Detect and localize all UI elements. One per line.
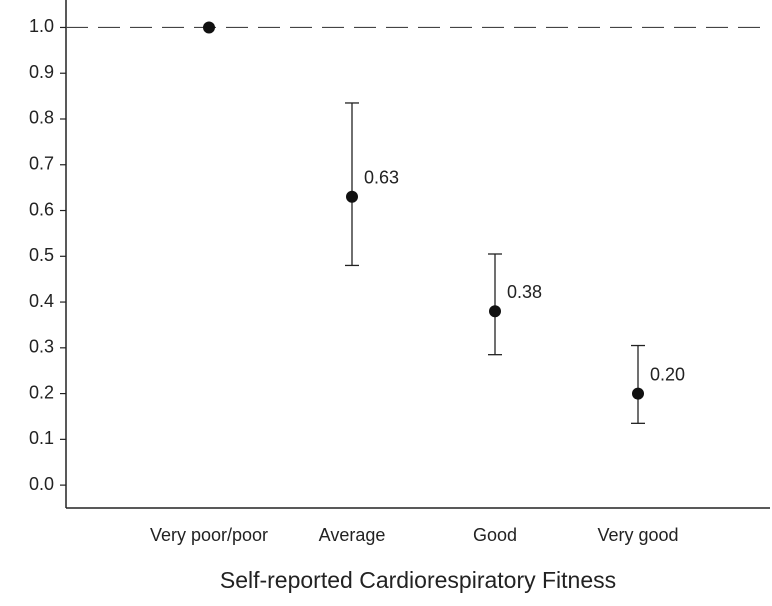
point [346,190,358,203]
x-tick-label: Good [473,525,517,545]
y-tick-label: 0.7 [29,154,54,174]
point [632,387,644,400]
y-tick-label: 0.2 [29,382,54,402]
y-tick-label: 1.0 [29,16,54,36]
value-label: 0.20 [650,364,685,384]
y-tick-label: 0.8 [29,108,54,128]
y-tick-label: 0.5 [29,245,54,265]
y-tick-label: 0.6 [29,199,54,219]
y-tick-label: 0.3 [29,337,54,357]
x-axis-label: Self-reported Cardiorespiratory Fitness [220,567,616,593]
y-tick-label: 0.1 [29,428,54,448]
x-tick-label: Very good [597,525,678,545]
x-tick-label: Very poor/poor [150,525,268,545]
point [203,21,215,34]
point [489,305,501,318]
y-tick-label: 0.9 [29,62,54,82]
value-label: 0.63 [364,168,399,188]
y-tick-label: 0.0 [29,474,54,494]
y-tick-label: 0.4 [29,291,54,311]
value-label: 0.38 [507,282,542,302]
x-tick-label: Average [319,525,386,545]
